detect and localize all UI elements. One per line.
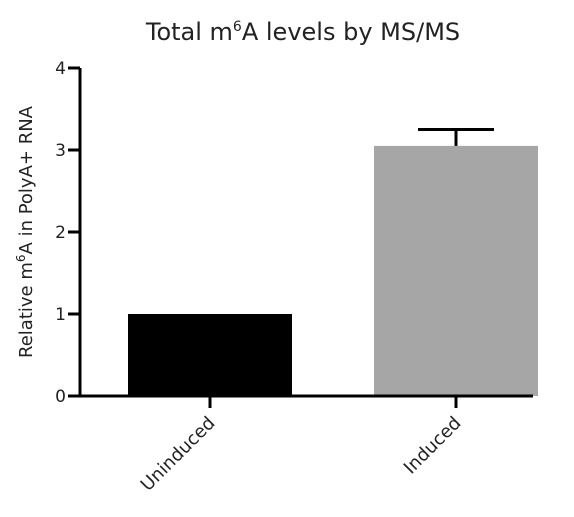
y-axis-label: Relative m6A in PolyA+ RNA <box>14 105 37 358</box>
bar-induced <box>374 145 538 396</box>
bar-uninduced <box>128 314 292 396</box>
y-tick-label: 0 <box>55 387 66 407</box>
plot-area: 0 1 2 3 4 Uninduced Induced <box>55 59 538 496</box>
x-tick-label-induced: Induced <box>400 413 466 479</box>
chart-title: Total m6A levels by MS/MS <box>145 18 460 46</box>
y-tick-label: 1 <box>55 305 66 325</box>
y-tick-label: 3 <box>55 141 66 161</box>
x-tick-label-uninduced: Uninduced <box>137 413 220 496</box>
y-tick-label: 2 <box>55 223 66 243</box>
y-tick-label: 4 <box>55 59 66 79</box>
